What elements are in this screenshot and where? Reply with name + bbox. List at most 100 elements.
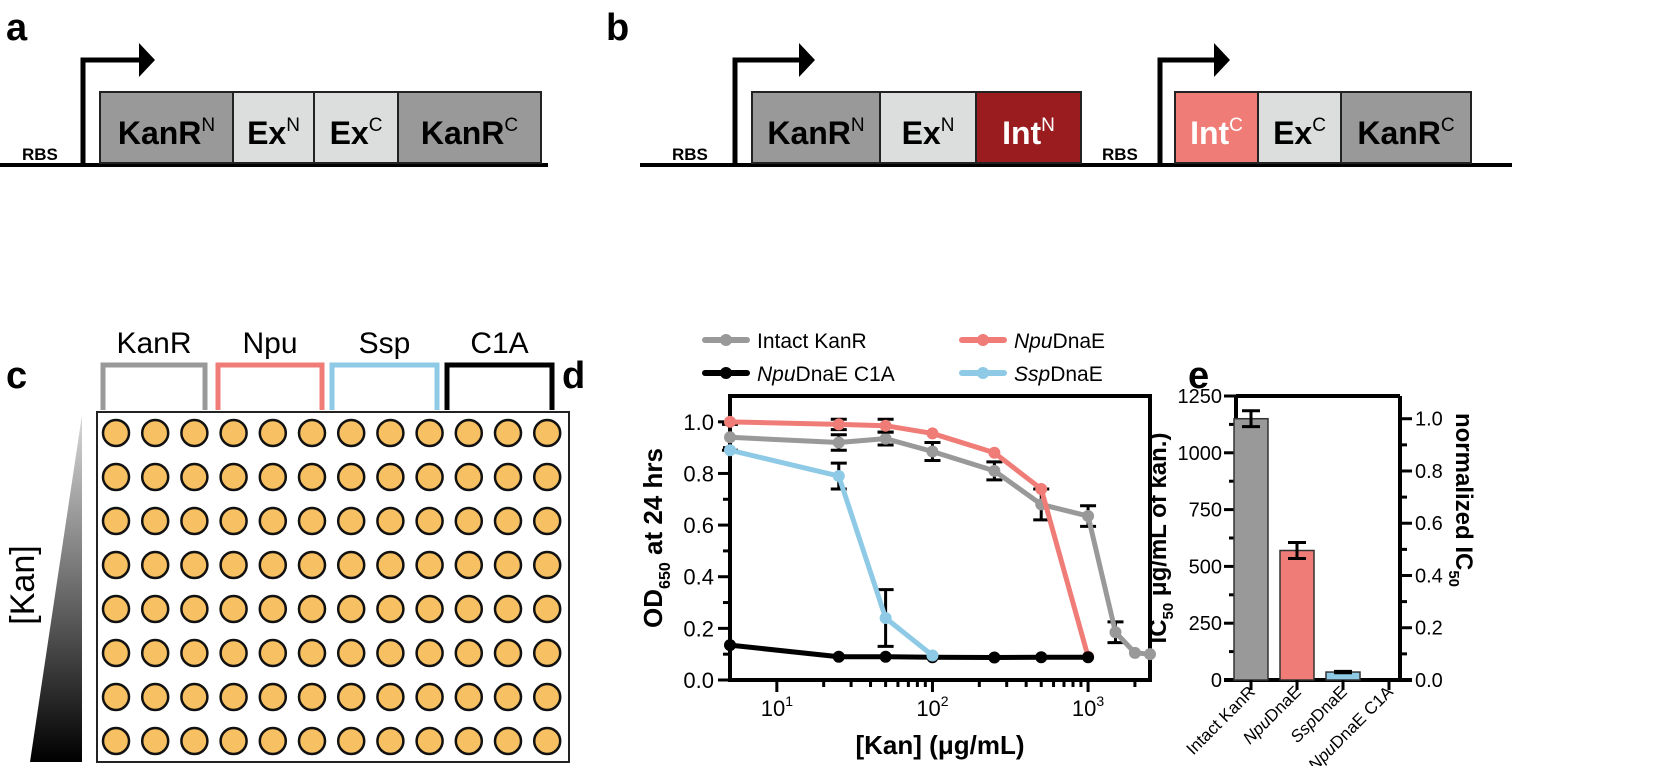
well bbox=[101, 638, 131, 668]
data-point bbox=[1035, 651, 1048, 664]
segment-superscript: N bbox=[1041, 115, 1055, 136]
data-point bbox=[724, 415, 736, 428]
data-point bbox=[879, 419, 892, 432]
well bbox=[258, 638, 288, 668]
segment-superscript: C bbox=[504, 115, 518, 136]
data-point bbox=[988, 651, 1001, 664]
well-plate bbox=[96, 411, 570, 763]
gene-segment-box bbox=[99, 91, 234, 164]
well bbox=[258, 462, 288, 492]
segment-name: Ex bbox=[247, 115, 286, 151]
y-label-rest: μg/mL of kan.) bbox=[1145, 433, 1172, 603]
bar bbox=[1233, 417, 1269, 681]
well bbox=[376, 506, 405, 536]
data-point bbox=[988, 446, 1001, 459]
well bbox=[532, 726, 562, 756]
well bbox=[258, 682, 288, 712]
well bbox=[180, 550, 209, 580]
gene-segment-box bbox=[232, 91, 315, 164]
gene-segment-box bbox=[751, 91, 881, 164]
y-tick-label: 1000 bbox=[1178, 443, 1223, 465]
well bbox=[493, 550, 523, 580]
tick-base: 10 bbox=[1072, 696, 1096, 721]
well bbox=[415, 550, 444, 580]
rbs-label: RBS bbox=[22, 145, 58, 164]
data-point bbox=[879, 612, 892, 625]
well bbox=[140, 594, 170, 624]
well bbox=[219, 462, 248, 492]
data-point bbox=[988, 464, 1001, 477]
data-point bbox=[1109, 626, 1122, 639]
series bbox=[724, 415, 1095, 663]
well bbox=[297, 638, 327, 668]
well bbox=[297, 594, 327, 624]
legend-plain: Intact KanR bbox=[757, 330, 867, 353]
well bbox=[454, 638, 484, 668]
y2-tick-label: 0.0 bbox=[1415, 670, 1443, 692]
y2-tick-label: 0.6 bbox=[1415, 513, 1443, 535]
well bbox=[101, 682, 131, 712]
y-tick-label: 0.4 bbox=[683, 565, 714, 590]
well bbox=[532, 682, 562, 712]
well bbox=[376, 594, 405, 624]
well bbox=[297, 506, 327, 536]
error-bar bbox=[1334, 669, 1352, 675]
well bbox=[415, 418, 444, 448]
well bbox=[532, 594, 562, 624]
segment-name: KanR bbox=[118, 115, 202, 151]
well bbox=[180, 462, 209, 492]
well bbox=[415, 638, 444, 668]
data-point bbox=[1035, 482, 1048, 495]
y-tick-label: 0.6 bbox=[683, 513, 714, 538]
legend-marker bbox=[977, 367, 989, 379]
gene-segment-box bbox=[1340, 91, 1472, 164]
well bbox=[376, 418, 405, 448]
y-axis-label: OD650 at 24 hrs bbox=[638, 448, 674, 628]
well bbox=[532, 638, 562, 668]
x-tick-label: 102 bbox=[916, 693, 948, 721]
y2-label-main: normalized IC bbox=[1450, 413, 1477, 570]
well bbox=[140, 550, 170, 580]
well bbox=[454, 506, 484, 536]
rbs-label: RBS bbox=[672, 145, 708, 164]
well bbox=[180, 682, 209, 712]
well bbox=[101, 418, 131, 448]
legend-label: NpuDnaE C1A bbox=[757, 363, 895, 386]
tick-exponent: 3 bbox=[1096, 693, 1104, 709]
well bbox=[376, 550, 405, 580]
legend-marker bbox=[720, 367, 732, 379]
well bbox=[219, 638, 248, 668]
segment-superscript: C bbox=[1312, 115, 1326, 136]
well bbox=[140, 418, 170, 448]
data-point bbox=[879, 432, 892, 445]
well bbox=[532, 550, 562, 580]
legend-plain: DnaE bbox=[1050, 363, 1103, 386]
gene-segment-label: KanRN bbox=[767, 115, 864, 151]
plate-group-label: KanR bbox=[116, 327, 191, 360]
well bbox=[258, 726, 288, 756]
promoter-arrow-icon bbox=[1157, 57, 1216, 165]
y2-tick-label: 0.2 bbox=[1415, 618, 1443, 640]
data-point bbox=[1082, 651, 1095, 664]
legend-plain: DnaE bbox=[1053, 330, 1106, 353]
well bbox=[336, 594, 366, 624]
well bbox=[180, 594, 209, 624]
well bbox=[493, 726, 523, 756]
legend-label: SspDnaE bbox=[1014, 363, 1103, 386]
y-label-main: IC bbox=[1145, 619, 1172, 643]
well bbox=[297, 550, 327, 580]
well bbox=[101, 726, 131, 756]
x-axis-label: [Kan] (μg/mL) bbox=[856, 730, 1025, 760]
well bbox=[493, 682, 523, 712]
gene-segment-label: KanRC bbox=[421, 115, 518, 151]
well bbox=[219, 594, 248, 624]
well-plate-diagram: KanR Npu Ssp C1A [Kan] bbox=[4, 327, 570, 763]
y-tick-label: 0 bbox=[1211, 670, 1222, 692]
legend-label: NpuDnaE bbox=[1014, 330, 1105, 353]
well bbox=[180, 638, 209, 668]
promoter-arrowhead-icon bbox=[1214, 43, 1230, 77]
y-label-subscript: 650 bbox=[657, 562, 674, 589]
well bbox=[454, 682, 484, 712]
data-point bbox=[926, 649, 939, 662]
error-bar bbox=[1242, 409, 1260, 429]
